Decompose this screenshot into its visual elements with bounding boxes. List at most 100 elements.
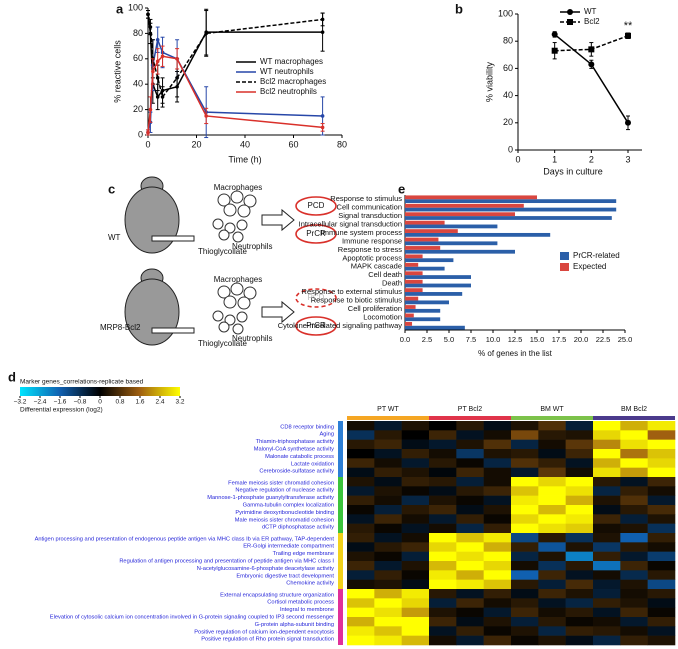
stimulus: Thioglycollate — [198, 339, 247, 348]
heatmap-cell — [538, 430, 566, 440]
legend-swatch — [560, 252, 569, 260]
diagram-row: MRP8-Bcl2 Macrophages Neutrophils Thiogl… — [100, 268, 337, 348]
term-label: Aging — [319, 432, 334, 438]
x-tick-label: 22.5 — [596, 335, 611, 344]
heatmap-cell — [429, 551, 457, 562]
colorbar-tick-label: 0 — [98, 399, 102, 406]
heatmap-cell — [565, 617, 594, 627]
heatmap-cell — [374, 523, 402, 534]
heatmap-cell — [401, 617, 430, 627]
heatmap-cell — [511, 421, 539, 431]
heatmap-cell — [347, 505, 375, 515]
row-group-bar — [338, 533, 343, 589]
colorbar-label: Differential expression (log2) — [20, 407, 103, 414]
heatmap-cell — [347, 467, 375, 478]
heatmap-cell — [347, 430, 375, 440]
heatmap-cell — [647, 598, 676, 608]
heatmap-cell — [347, 449, 375, 459]
heatmap-cell — [565, 579, 594, 590]
heatmap-cell — [483, 477, 512, 487]
heatmap-cell — [456, 430, 484, 440]
heatmap-cell — [483, 486, 512, 496]
colorbar-tick-label: −1.6 — [54, 399, 67, 406]
heatmap-cell — [511, 607, 539, 618]
x-tick-label: 40 — [240, 139, 250, 149]
heatmap-cell — [511, 635, 539, 646]
heatmap-cell — [538, 514, 566, 524]
heatmap-cell — [401, 505, 430, 515]
panel-label: e — [398, 181, 405, 196]
term-label: Negative regulation of nuclease activity — [235, 488, 334, 494]
heatmap-cell — [620, 505, 648, 515]
heatmap-cell — [593, 514, 621, 524]
heatmap-cell — [347, 421, 375, 431]
heatmap-cell — [620, 617, 648, 627]
marker — [146, 12, 150, 17]
heatmap-cell — [647, 523, 676, 534]
heatmap-cell — [538, 439, 566, 450]
heatmap-cell — [483, 421, 512, 431]
bar — [405, 317, 441, 322]
term-label: Cerebroside-sulfatase activity — [259, 469, 334, 475]
bar — [405, 203, 524, 208]
heatmap-cell — [538, 533, 566, 543]
category-label: Death — [382, 279, 402, 288]
marker — [148, 107, 153, 112]
heatmap-cell — [565, 467, 594, 478]
heatmap-cell — [347, 626, 375, 636]
bar — [405, 296, 419, 301]
term-label: N-acetylglucosamine-6-phosphate deacetyl… — [197, 566, 334, 572]
heatmap-cell — [511, 514, 539, 524]
heatmap-cell — [429, 533, 457, 543]
category-label: Response to external stimulus — [302, 287, 403, 296]
heatmap-cell — [401, 635, 430, 646]
legend-label: Bcl2 — [584, 17, 600, 26]
heatmap-cell — [565, 430, 594, 440]
heatmap-cell — [401, 626, 430, 636]
row-group-bar — [338, 421, 343, 477]
legend-label: WT — [584, 7, 597, 16]
heatmap-cell — [429, 439, 457, 450]
marker — [625, 32, 631, 39]
heatmap-cell — [374, 477, 402, 487]
heatmap-cell — [565, 589, 594, 599]
heatmap-cell — [401, 570, 430, 580]
bar — [405, 325, 465, 330]
heatmap-cell — [511, 561, 539, 571]
heatmap-cell — [620, 449, 648, 459]
heatmap-cell — [511, 542, 539, 552]
term-label: Trailing edge membrane — [273, 551, 334, 557]
marker — [148, 25, 153, 29]
heatmap-cell — [620, 421, 648, 431]
heatmap-cell — [401, 523, 430, 534]
heatmap-cell — [511, 551, 539, 562]
marker — [625, 119, 631, 126]
column-group-bar — [511, 416, 593, 420]
bar — [405, 224, 498, 229]
marker — [320, 30, 325, 34]
category-label: MAPK cascade — [351, 262, 402, 271]
y-tick-label: 20 — [503, 117, 513, 127]
x-axis-label: % of genes in the list — [478, 349, 553, 358]
heatmap-cell — [429, 617, 457, 627]
heatmap-cell — [647, 626, 676, 636]
column-group-label: BM WT — [540, 406, 564, 413]
y-tick-label: 20 — [133, 104, 143, 114]
category-label: Response to stress — [338, 245, 402, 254]
heatmap-cell — [620, 626, 648, 636]
heatmap-cell — [511, 439, 539, 450]
bar — [405, 207, 617, 212]
heatmap-cell — [429, 495, 457, 506]
heatmap-cell — [565, 458, 594, 468]
heatmap-cell — [538, 607, 566, 618]
genotype: MRP8-Bcl2 — [100, 323, 141, 332]
heatmap-cell — [593, 523, 621, 534]
heatmap-cell — [456, 617, 484, 627]
term-label: Integral to membrone — [280, 607, 334, 613]
heatmap-cell — [565, 607, 594, 618]
annotation: ** — [624, 20, 633, 32]
cell-label: Neutrophils — [232, 334, 272, 343]
heatmap-cell — [401, 579, 430, 590]
heatmap-cell — [620, 561, 648, 571]
heatmap-cell — [565, 598, 594, 608]
